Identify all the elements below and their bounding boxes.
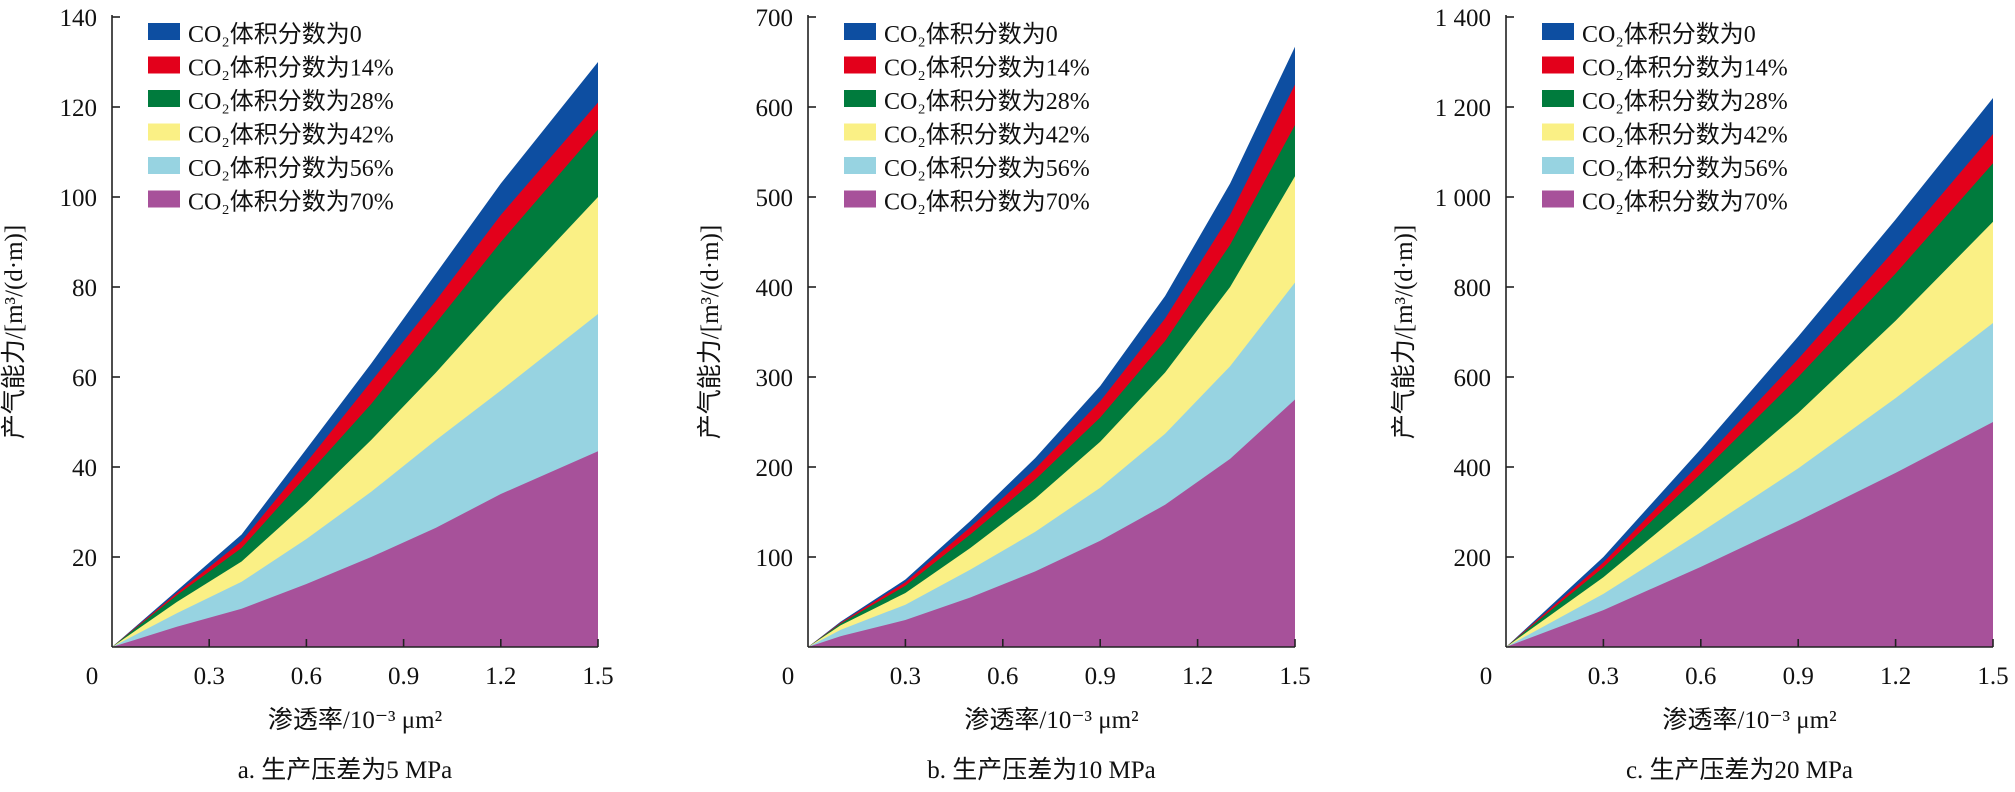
panel-caption: a. 生产压差为5 MPa: [238, 756, 453, 784]
x-tick-label: 0: [1480, 663, 1493, 690]
x-tick-label: 0.6: [1685, 663, 1716, 690]
legend-swatch: [148, 123, 180, 141]
panel-caption: b. 生产压差为10 MPa: [927, 756, 1155, 784]
y-tick-label: 300: [756, 365, 794, 392]
y-tick-label: 20: [72, 545, 97, 572]
x-tick-label: 0.6: [291, 663, 322, 690]
y-tick-label: 200: [1454, 545, 1492, 572]
y-tick-label: 400: [1454, 455, 1492, 482]
legend-swatch: [148, 157, 180, 174]
x-tick-label: 1.2: [485, 663, 516, 690]
legend: CO₂体积分数为0 CO₂体积分数为14% CO₂体积分数为28% CO₂体积分数为4…: [844, 21, 1090, 216]
x-tick-label: 0.9: [1085, 663, 1116, 690]
legend-swatch: [1542, 123, 1574, 141]
legend-label: CO₂体积分数为0: [1582, 21, 1756, 48]
legend-swatch: [844, 123, 876, 141]
legend: CO₂体积分数为0 CO₂体积分数为14% CO₂体积分数为28% CO₂体积分数为4…: [148, 21, 394, 216]
legend-swatch: [148, 23, 180, 40]
x-tick-label: 0: [86, 663, 99, 690]
legend-swatch: [148, 190, 180, 208]
x-tick-label: 0.3: [1588, 663, 1619, 690]
legend-label: CO₂体积分数为70%: [1582, 189, 1788, 216]
x-tick-label: 0.6: [987, 663, 1018, 690]
y-tick-label: 60: [72, 365, 97, 392]
legend-label: CO₂体积分数为42%: [1582, 122, 1788, 149]
y-tick-label: 200: [756, 455, 794, 482]
y-tick-label: 40: [72, 455, 97, 482]
y-tick-label: 140: [60, 5, 98, 32]
x-axis-title: 渗透率/10⁻³ μm²: [964, 706, 1138, 734]
legend-swatch: [1542, 56, 1574, 74]
legend-label: CO₂体积分数为56%: [188, 155, 394, 182]
legend-swatch: [844, 23, 876, 40]
x-tick-label: 1.5: [582, 663, 613, 690]
y-tick-label: 1 200: [1435, 95, 1491, 122]
y-tick-label: 500: [756, 185, 794, 212]
x-tick-label: 0.3: [194, 663, 225, 690]
legend-swatch: [844, 56, 876, 74]
legend: CO₂体积分数为0 CO₂体积分数为14% CO₂体积分数为28% CO₂体积分数为4…: [1542, 21, 1788, 216]
chart-panel-c: 0 0.3 0.6 0.9 1.2 1.5 200 400 600 800 1 000 1 200 1 …: [1390, 5, 2009, 784]
legend-label: CO₂体积分数为42%: [884, 122, 1090, 149]
legend-label: CO₂体积分数为28%: [188, 88, 394, 115]
y-tick-label: 700: [756, 5, 794, 32]
y-tick-label: 600: [1454, 365, 1492, 392]
y-tick-label: 120: [60, 95, 98, 122]
legend-label: CO₂体积分数为70%: [188, 189, 394, 216]
legend-swatch: [1542, 190, 1574, 208]
legend-label: CO₂体积分数为28%: [884, 88, 1090, 115]
legend-label: CO₂体积分数为28%: [1582, 88, 1788, 115]
x-tick-label: 1.2: [1182, 663, 1213, 690]
legend-label: CO₂体积分数为56%: [1582, 155, 1788, 182]
legend-swatch: [148, 90, 180, 107]
x-tick-label: 1.5: [1977, 663, 2008, 690]
area-series-5: [112, 451, 598, 647]
x-axis-title: 渗透率/10⁻³ μm²: [1662, 706, 1836, 734]
y-tick-label: 1 000: [1435, 185, 1491, 212]
y-tick-label: 80: [72, 275, 97, 302]
panel-caption: c. 生产压差为20 MPa: [1626, 756, 1853, 784]
y-tick-label: 1 400: [1435, 5, 1491, 32]
y-tick-label: 600: [756, 95, 794, 122]
x-tick-label: 0: [782, 663, 795, 690]
legend-swatch: [1542, 157, 1574, 174]
x-tick-label: 0.9: [388, 663, 419, 690]
x-tick-label: 1.2: [1880, 663, 1911, 690]
legend-swatch: [844, 157, 876, 174]
legend-label: CO₂体积分数为0: [188, 21, 362, 48]
x-tick-label: 0.3: [890, 663, 921, 690]
legend-label: CO₂体积分数为14%: [188, 55, 394, 82]
area-series-5: [1506, 422, 1993, 647]
y-tick-label: 100: [756, 545, 794, 572]
y-axis-title: 产气能力/[m³/(d·m)]: [0, 225, 28, 439]
legend-label: CO₂体积分数为14%: [884, 55, 1090, 82]
chart-panel-b: 0 0.3 0.6 0.9 1.2 1.5 100 200 300 400 500 600 700 渗透率…: [696, 5, 1311, 784]
legend-swatch: [148, 56, 180, 74]
y-axis-title: 产气能力/[m³/(d·m)]: [1390, 225, 1418, 439]
legend-swatch: [1542, 23, 1574, 40]
y-axis-title: 产气能力/[m³/(d·m)]: [696, 225, 724, 439]
y-tick-label: 100: [60, 185, 98, 212]
legend-label: CO₂体积分数为14%: [1582, 55, 1788, 82]
legend-label: CO₂体积分数为70%: [884, 189, 1090, 216]
y-tick-label: 800: [1454, 275, 1492, 302]
legend-label: CO₂体积分数为56%: [884, 155, 1090, 182]
chart-panel-a: 0 0.3 0.6 0.9 1.2 1.5 20 40 60 80 100 120 140 渗透率/10⁻…: [0, 5, 614, 784]
legend-label: CO₂体积分数为42%: [188, 122, 394, 149]
legend-swatch: [1542, 90, 1574, 107]
x-axis-title: 渗透率/10⁻³ μm²: [268, 706, 442, 734]
legend-swatch: [844, 90, 876, 107]
x-tick-label: 1.5: [1279, 663, 1310, 690]
legend-swatch: [844, 190, 876, 208]
legend-label: CO₂体积分数为0: [884, 21, 1058, 48]
area-series-5: [808, 399, 1295, 647]
x-tick-label: 0.9: [1783, 663, 1814, 690]
y-tick-label: 400: [756, 275, 794, 302]
